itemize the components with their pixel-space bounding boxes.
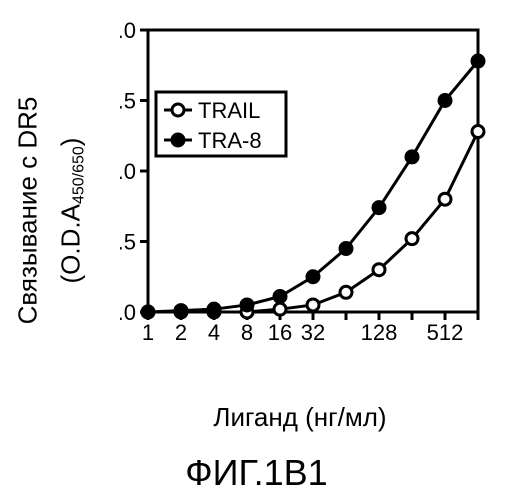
legend-marker-TRAIL [172, 104, 184, 116]
ylabel-suffix: ) [56, 137, 86, 146]
x-tick-label: 2 [175, 320, 187, 345]
chart-plot-area: 0.0 0.5 1.0 1.5 2.0 1248 16 32 128 512 TRAIL TRA-8 [120, 20, 490, 360]
series-marker-TRA-8 [439, 95, 451, 107]
y-tick-label: 1.5 [120, 89, 136, 114]
x-axis-label: Лиганд (нг/мл) [130, 402, 470, 433]
x-tick-label: 4 [208, 320, 220, 345]
series-marker-TRAIL [472, 126, 484, 138]
x-tick-label: 128 [361, 320, 398, 345]
x-tick-label: 1 [142, 320, 154, 345]
chart-svg: 0.0 0.5 1.0 1.5 2.0 1248 16 32 128 512 TRAIL TRA-8 [120, 20, 490, 360]
y-axis-label-outer: Связывание с DR5 [8, 30, 48, 390]
x-tick-label: 32 [301, 320, 325, 345]
series-marker-TRAIL [307, 299, 319, 311]
series-marker-TRA-8 [241, 299, 253, 311]
series-marker-TRAIL [373, 264, 385, 276]
series-marker-TRA-8 [340, 243, 352, 255]
series-marker-TRA-8 [472, 55, 484, 67]
figure-caption: ФИГ.1В1 [0, 452, 513, 494]
x-tick-label: 512 [427, 320, 464, 345]
series-line-TRAIL [148, 132, 478, 312]
y-tick-label: 0.0 [120, 300, 136, 325]
ylabel-prefix: (O.D.A [56, 204, 86, 283]
y-tick-label: 0.5 [120, 230, 136, 255]
legend-label-TRAIL: TRAIL [198, 98, 260, 123]
series-marker-TRAIL [274, 303, 286, 315]
series-marker-TRA-8 [406, 151, 418, 163]
series-marker-TRA-8 [208, 303, 220, 315]
series-marker-TRAIL [439, 193, 451, 205]
y-axis-label-outer-text: Связывание с DR5 [13, 96, 44, 324]
x-tick-label: 8 [241, 320, 253, 345]
y-tick-label: 2.0 [120, 20, 136, 43]
legend-label-TRA-8: TRA-8 [198, 128, 262, 153]
y-axis-label-inner: (O.D.A450/650) [52, 30, 92, 390]
series-marker-TRA-8 [307, 271, 319, 283]
series-marker-TRA-8 [373, 202, 385, 214]
series-marker-TRA-8 [142, 306, 154, 318]
figure-container: Связывание с DR5 (O.D.A450/650) 0.0 0.5 1.… [0, 0, 513, 500]
legend-marker-TRA-8 [172, 134, 184, 146]
series-marker-TRA-8 [274, 290, 286, 302]
y-tick-label: 1.0 [120, 159, 136, 184]
series-marker-TRA-8 [175, 305, 187, 317]
ylabel-sub: 450/650 [71, 146, 88, 204]
series-marker-TRAIL [340, 286, 352, 298]
x-tick-label: 16 [268, 320, 292, 345]
series-marker-TRAIL [406, 233, 418, 245]
y-axis-label-inner-text: (O.D.A450/650) [56, 137, 89, 283]
